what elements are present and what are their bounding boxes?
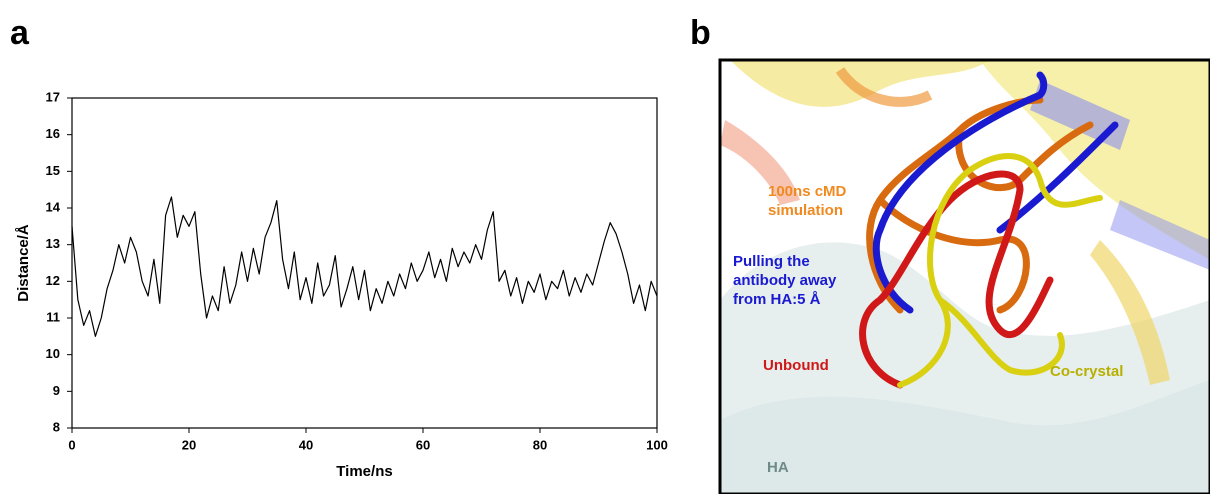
y-tick-label: 12 [46, 273, 60, 288]
structure-label: antibody away [733, 272, 837, 289]
structure-label: HA [767, 459, 789, 476]
structure-label: Co-crystal [1050, 363, 1123, 380]
x-tick-label: 20 [182, 437, 196, 452]
y-tick-label: 16 [46, 126, 60, 141]
x-tick-label: 80 [533, 437, 547, 452]
y-tick-label: 15 [46, 163, 60, 178]
structure-label: from HA:5 Å [733, 291, 821, 308]
structure-label: 100ns cMD [768, 183, 847, 200]
panel-label: b [690, 14, 711, 52]
structure-label: Unbound [763, 357, 829, 374]
y-tick-label: 8 [53, 419, 60, 434]
x-axis-label: Time/ns [336, 463, 392, 480]
y-axis-label: Distance/Å [15, 224, 32, 302]
x-tick-label: 60 [416, 437, 430, 452]
molecule-image [718, 58, 1210, 496]
y-tick-label: 10 [46, 346, 60, 361]
y-tick-label: 14 [46, 199, 61, 214]
panel-label: a [10, 14, 30, 52]
y-tick-label: 9 [53, 383, 60, 398]
data-line [71, 196, 658, 337]
y-tick-label: 17 [46, 89, 60, 104]
x-tick-label: 40 [299, 437, 313, 452]
plot-frame [71, 97, 658, 429]
y-tick-label: 13 [46, 236, 60, 251]
x-tick-label: 100 [646, 437, 668, 452]
y-tick-label: 11 [46, 309, 60, 324]
structure-label: simulation [768, 202, 843, 219]
structure-label: Pulling the [733, 253, 810, 270]
x-tick-label: 0 [68, 437, 75, 452]
